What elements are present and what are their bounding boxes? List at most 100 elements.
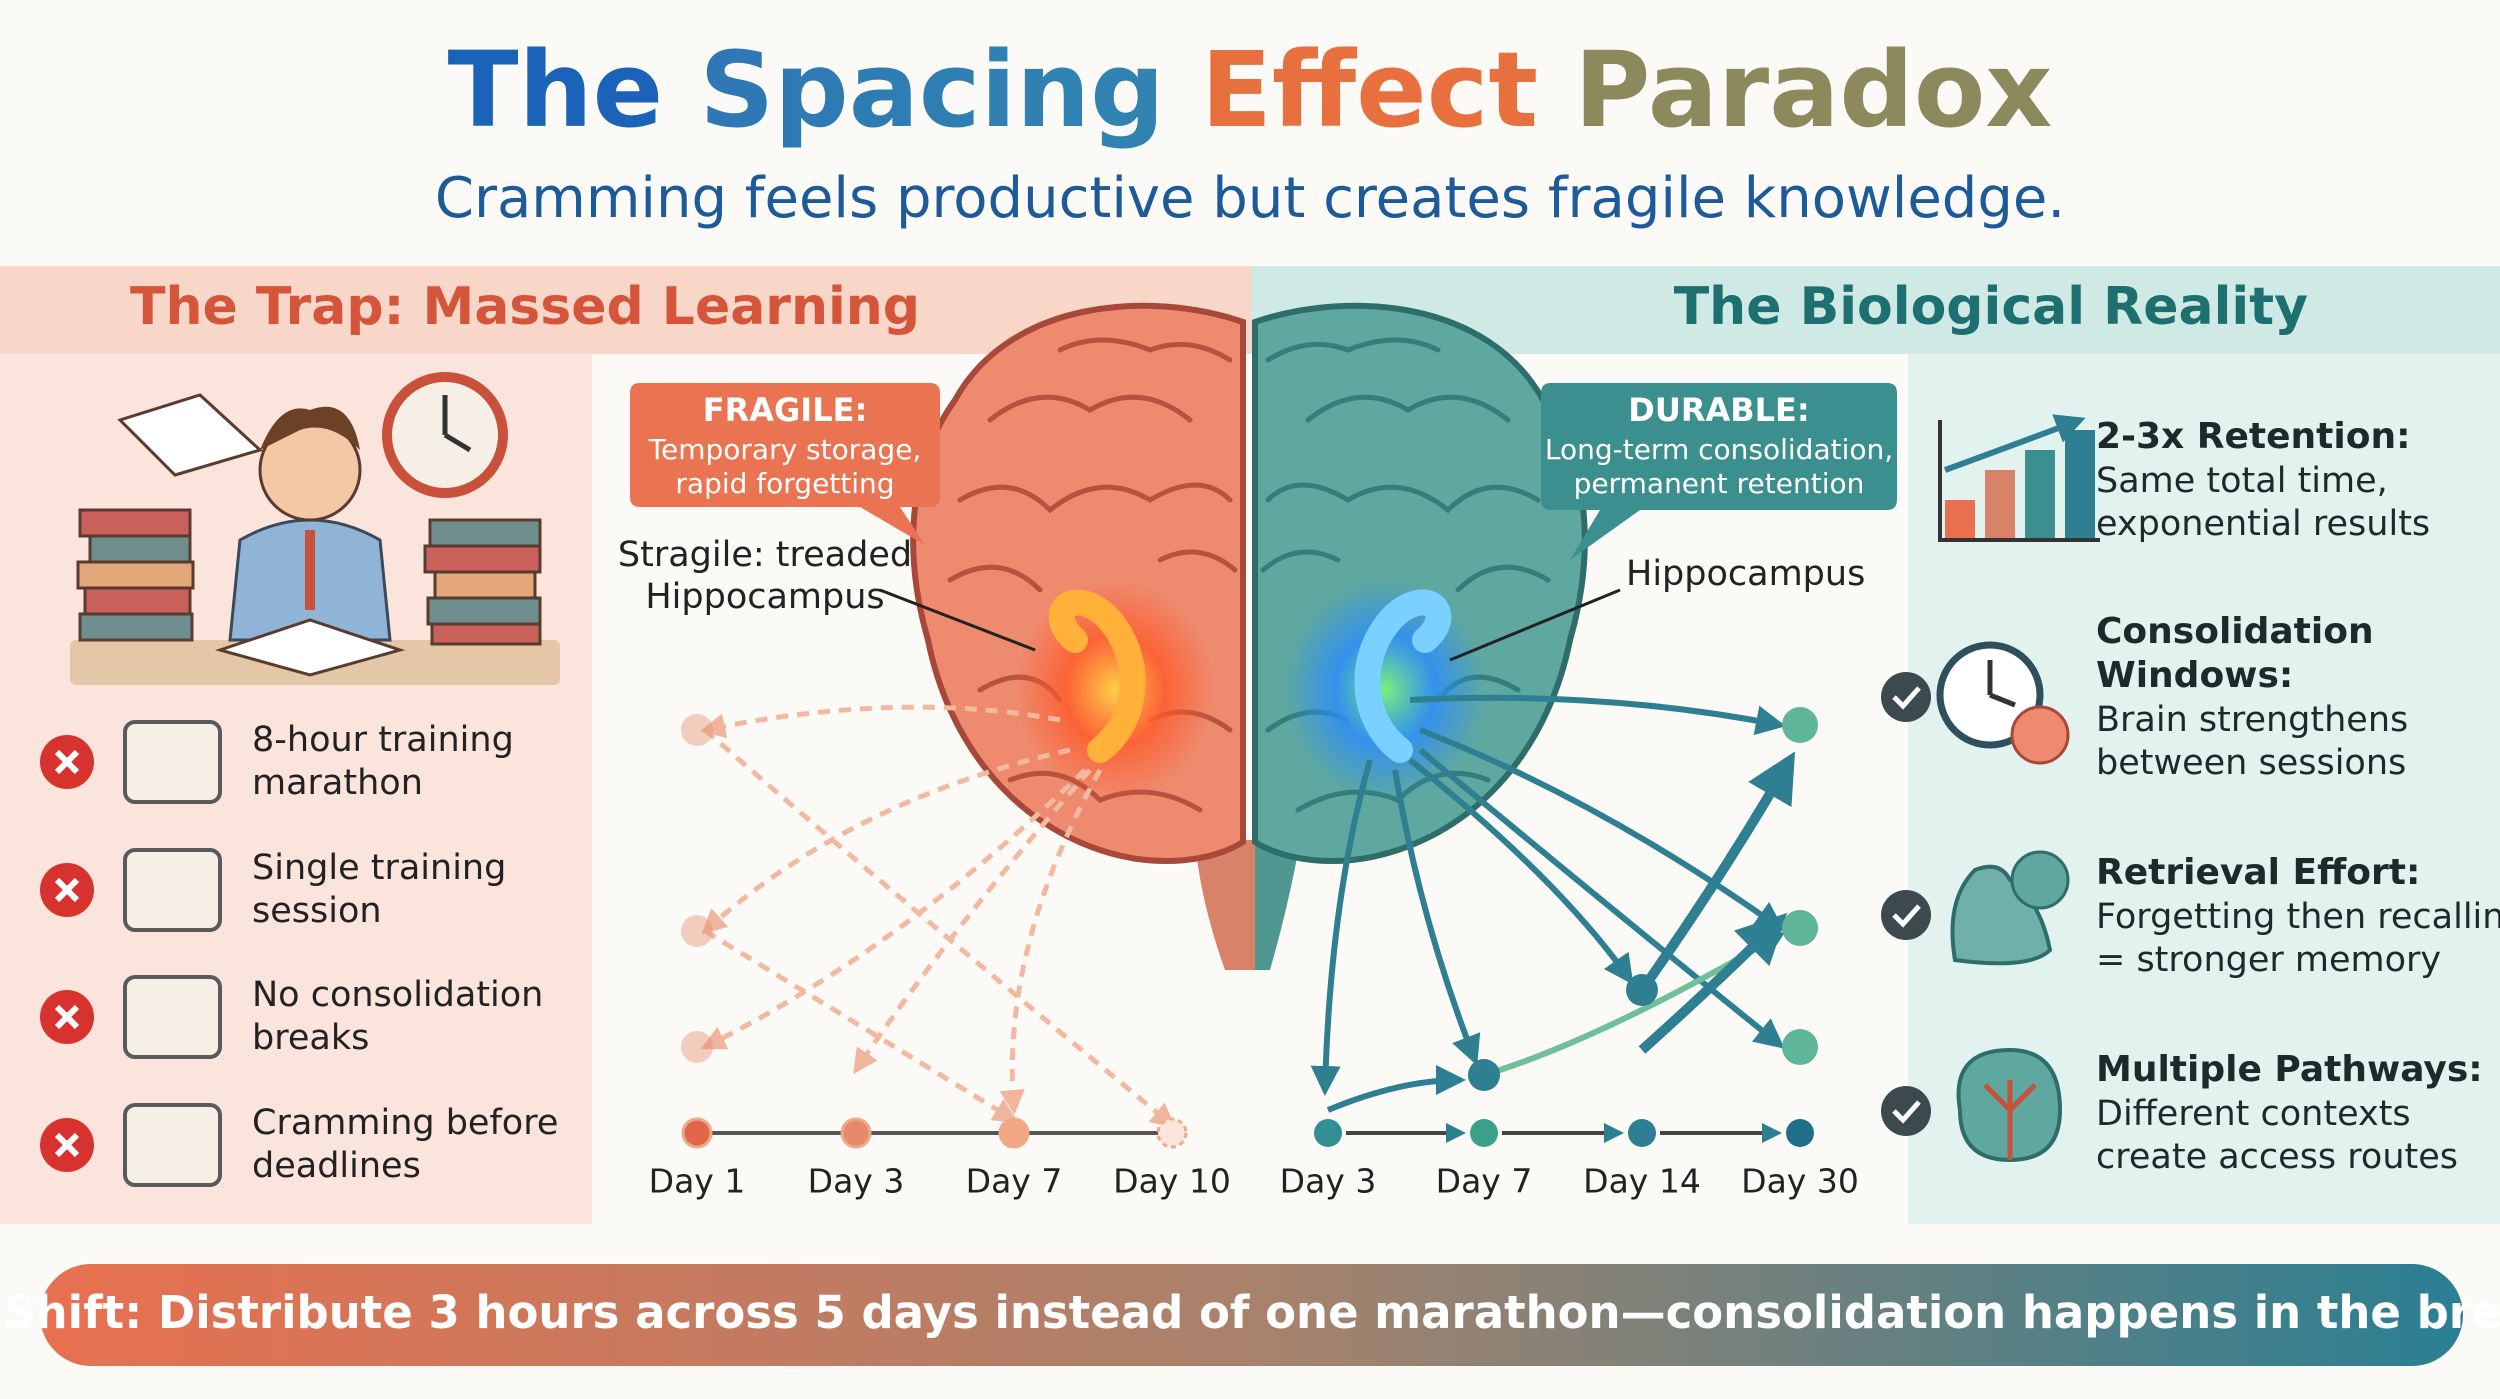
reality-text: between sessions <box>2096 743 2406 783</box>
check-mark <box>1892 1100 1921 1124</box>
tree-brain-icon-part <box>1983 1080 2037 1160</box>
callout-text: Long-term consolidation, <box>1545 433 1893 466</box>
fragile-callout-part <box>630 383 940 545</box>
check-mark <box>1892 904 1921 928</box>
hippocampus-label: Hippocampus <box>1626 554 1865 594</box>
trap-item: marathon <box>252 763 423 803</box>
check-mark <box>1892 686 1921 710</box>
stressed-learner-illustration-part-part <box>78 508 192 538</box>
reality-text: Brain strengthens <box>2096 700 2408 740</box>
pathways-part-part <box>1326 1065 1466 1113</box>
day-label: Day 10 <box>1113 1162 1231 1201</box>
pathways-part-part <box>1782 707 1818 743</box>
check-badge <box>1881 890 1931 940</box>
subtitle: Cramming feels productive but creates fr… <box>435 166 2065 231</box>
reality-text: = stronger memory <box>2096 940 2441 980</box>
reality-list-part: 2-3x Retention:Same total time,exponenti… <box>1881 416 2500 1177</box>
day-dot <box>1470 1119 1498 1147</box>
callout-title: DURABLE: <box>1628 391 1809 429</box>
day-label: Day 3 <box>1280 1162 1377 1201</box>
reality-text: Forgetting then recalling <box>2096 897 2500 937</box>
stressed-learner-illustration-part <box>76 508 542 646</box>
title-word: Paradox <box>1574 29 2052 151</box>
trap-item: breaks <box>252 1018 369 1058</box>
cross-mark <box>54 877 80 903</box>
massed-timeline: Day 1 Day 3 Day 7 Day 10 <box>649 1117 1231 1201</box>
muscle-brain-icon <box>1950 850 2070 966</box>
stressed-learner-illustration-part-part <box>426 596 542 626</box>
reality-title: Windows: <box>2096 655 2293 696</box>
brain-illustration-part-part-part <box>1305 394 1511 423</box>
day-dot <box>1628 1119 1656 1147</box>
right-heading: The Biological Reality <box>1674 277 2308 337</box>
pathways-part-part <box>703 928 1019 1123</box>
trap-item: session <box>252 891 382 931</box>
spaced-timeline-part: Day 3 Day 7 Day 14 Day 30 <box>1280 1119 1859 1201</box>
brain-illustration-part <box>1195 840 1255 970</box>
title: The Spacing Effect Paradox <box>448 29 2053 151</box>
day-dot <box>840 1117 872 1149</box>
reality-title: 2-3x Retention: <box>2096 416 2411 457</box>
durable-callout: DURABLE: Long-term consolidation, perman… <box>1541 383 1897 560</box>
day-label: Day 3 <box>808 1162 905 1201</box>
trap-item: No consolidation <box>252 975 543 1015</box>
day-label: Day 1 <box>649 1162 746 1201</box>
check-badge <box>1881 672 1931 722</box>
brain-illustration-part-part-part <box>1455 564 1551 593</box>
tree-brain-icon <box>1956 1047 2063 1163</box>
stressed-learner-illustration-part-part <box>428 518 542 548</box>
label-leader <box>879 588 1036 652</box>
footer: The Shift: Distribute 3 hours across 5 d… <box>0 1264 2500 1366</box>
pathways-part-part <box>1782 1029 1818 1065</box>
stressed-learner-illustration-part-part <box>76 560 195 590</box>
brain-illustration-part-part-part <box>947 564 1043 593</box>
fragile-callout: FRAGILE: Temporary storage, rapid forget… <box>630 383 940 545</box>
cross-mark <box>54 1004 80 1030</box>
reality-title: Retrieval Effort: <box>2096 852 2420 893</box>
pathways-part-part <box>700 704 1061 739</box>
brain-illustration-part-part-part <box>1157 549 1238 573</box>
stressed-learner-illustration-part <box>305 530 315 610</box>
reality-text: Same total time, <box>2096 461 2388 501</box>
item-icon <box>123 975 222 1059</box>
pathways-part-part <box>1483 931 1786 1078</box>
trap-item: Single training <box>252 848 506 888</box>
callout-title: FRAGILE: <box>703 391 867 429</box>
hippocampus-label: Stragile: treaded <box>618 535 912 575</box>
reality-list: 2-3x Retention:Same total time,exponenti… <box>1881 414 2500 1177</box>
chart-icon-part <box>2025 450 2055 540</box>
header: The Spacing Effect Paradox Cramming feel… <box>435 29 2065 231</box>
stressed-learner-illustration-part-part <box>423 544 542 574</box>
pathways <box>681 694 1818 1129</box>
pathways-part <box>1468 707 1818 1091</box>
callout-text: Temporary storage, <box>648 433 922 466</box>
chart-icon-part <box>1985 470 2015 540</box>
spaced-timeline: Day 3 Day 7 Day 14 Day 30 <box>1280 1119 1859 1201</box>
brain-illustration-part-part-part <box>957 482 1233 514</box>
day-dot <box>998 1117 1030 1149</box>
pathways-part-part <box>703 728 1176 1129</box>
reality-title: Multiple Pathways: <box>2096 1049 2483 1090</box>
reality-text: Different contexts <box>2096 1094 2411 1134</box>
reality-text: exponential results <box>2096 504 2430 544</box>
brain-illustration-part <box>1048 589 1146 763</box>
callout-text: permanent retention <box>1574 467 1865 500</box>
day-dot <box>1314 1119 1342 1147</box>
pathways-part-part <box>1626 974 1658 1006</box>
label-leader <box>1449 588 1621 662</box>
pathways-part <box>700 704 1176 1129</box>
pathways-part-part <box>1637 751 1796 993</box>
pathways-part-part <box>1418 727 1785 932</box>
chart-icon-part <box>2065 430 2095 540</box>
chart-icon-part <box>1945 500 1975 540</box>
brain-illustration-part-part-part <box>1265 337 1441 363</box>
stressed-learner-illustration-part-part <box>78 612 194 642</box>
brain-illustration-part <box>1255 840 1300 970</box>
day-label: Day 14 <box>1583 1162 1701 1201</box>
pathways-part-part <box>1392 769 1481 1066</box>
footer-part <box>40 1264 2463 1366</box>
chart-icon-part <box>1938 420 2100 542</box>
item-icon <box>123 720 222 804</box>
